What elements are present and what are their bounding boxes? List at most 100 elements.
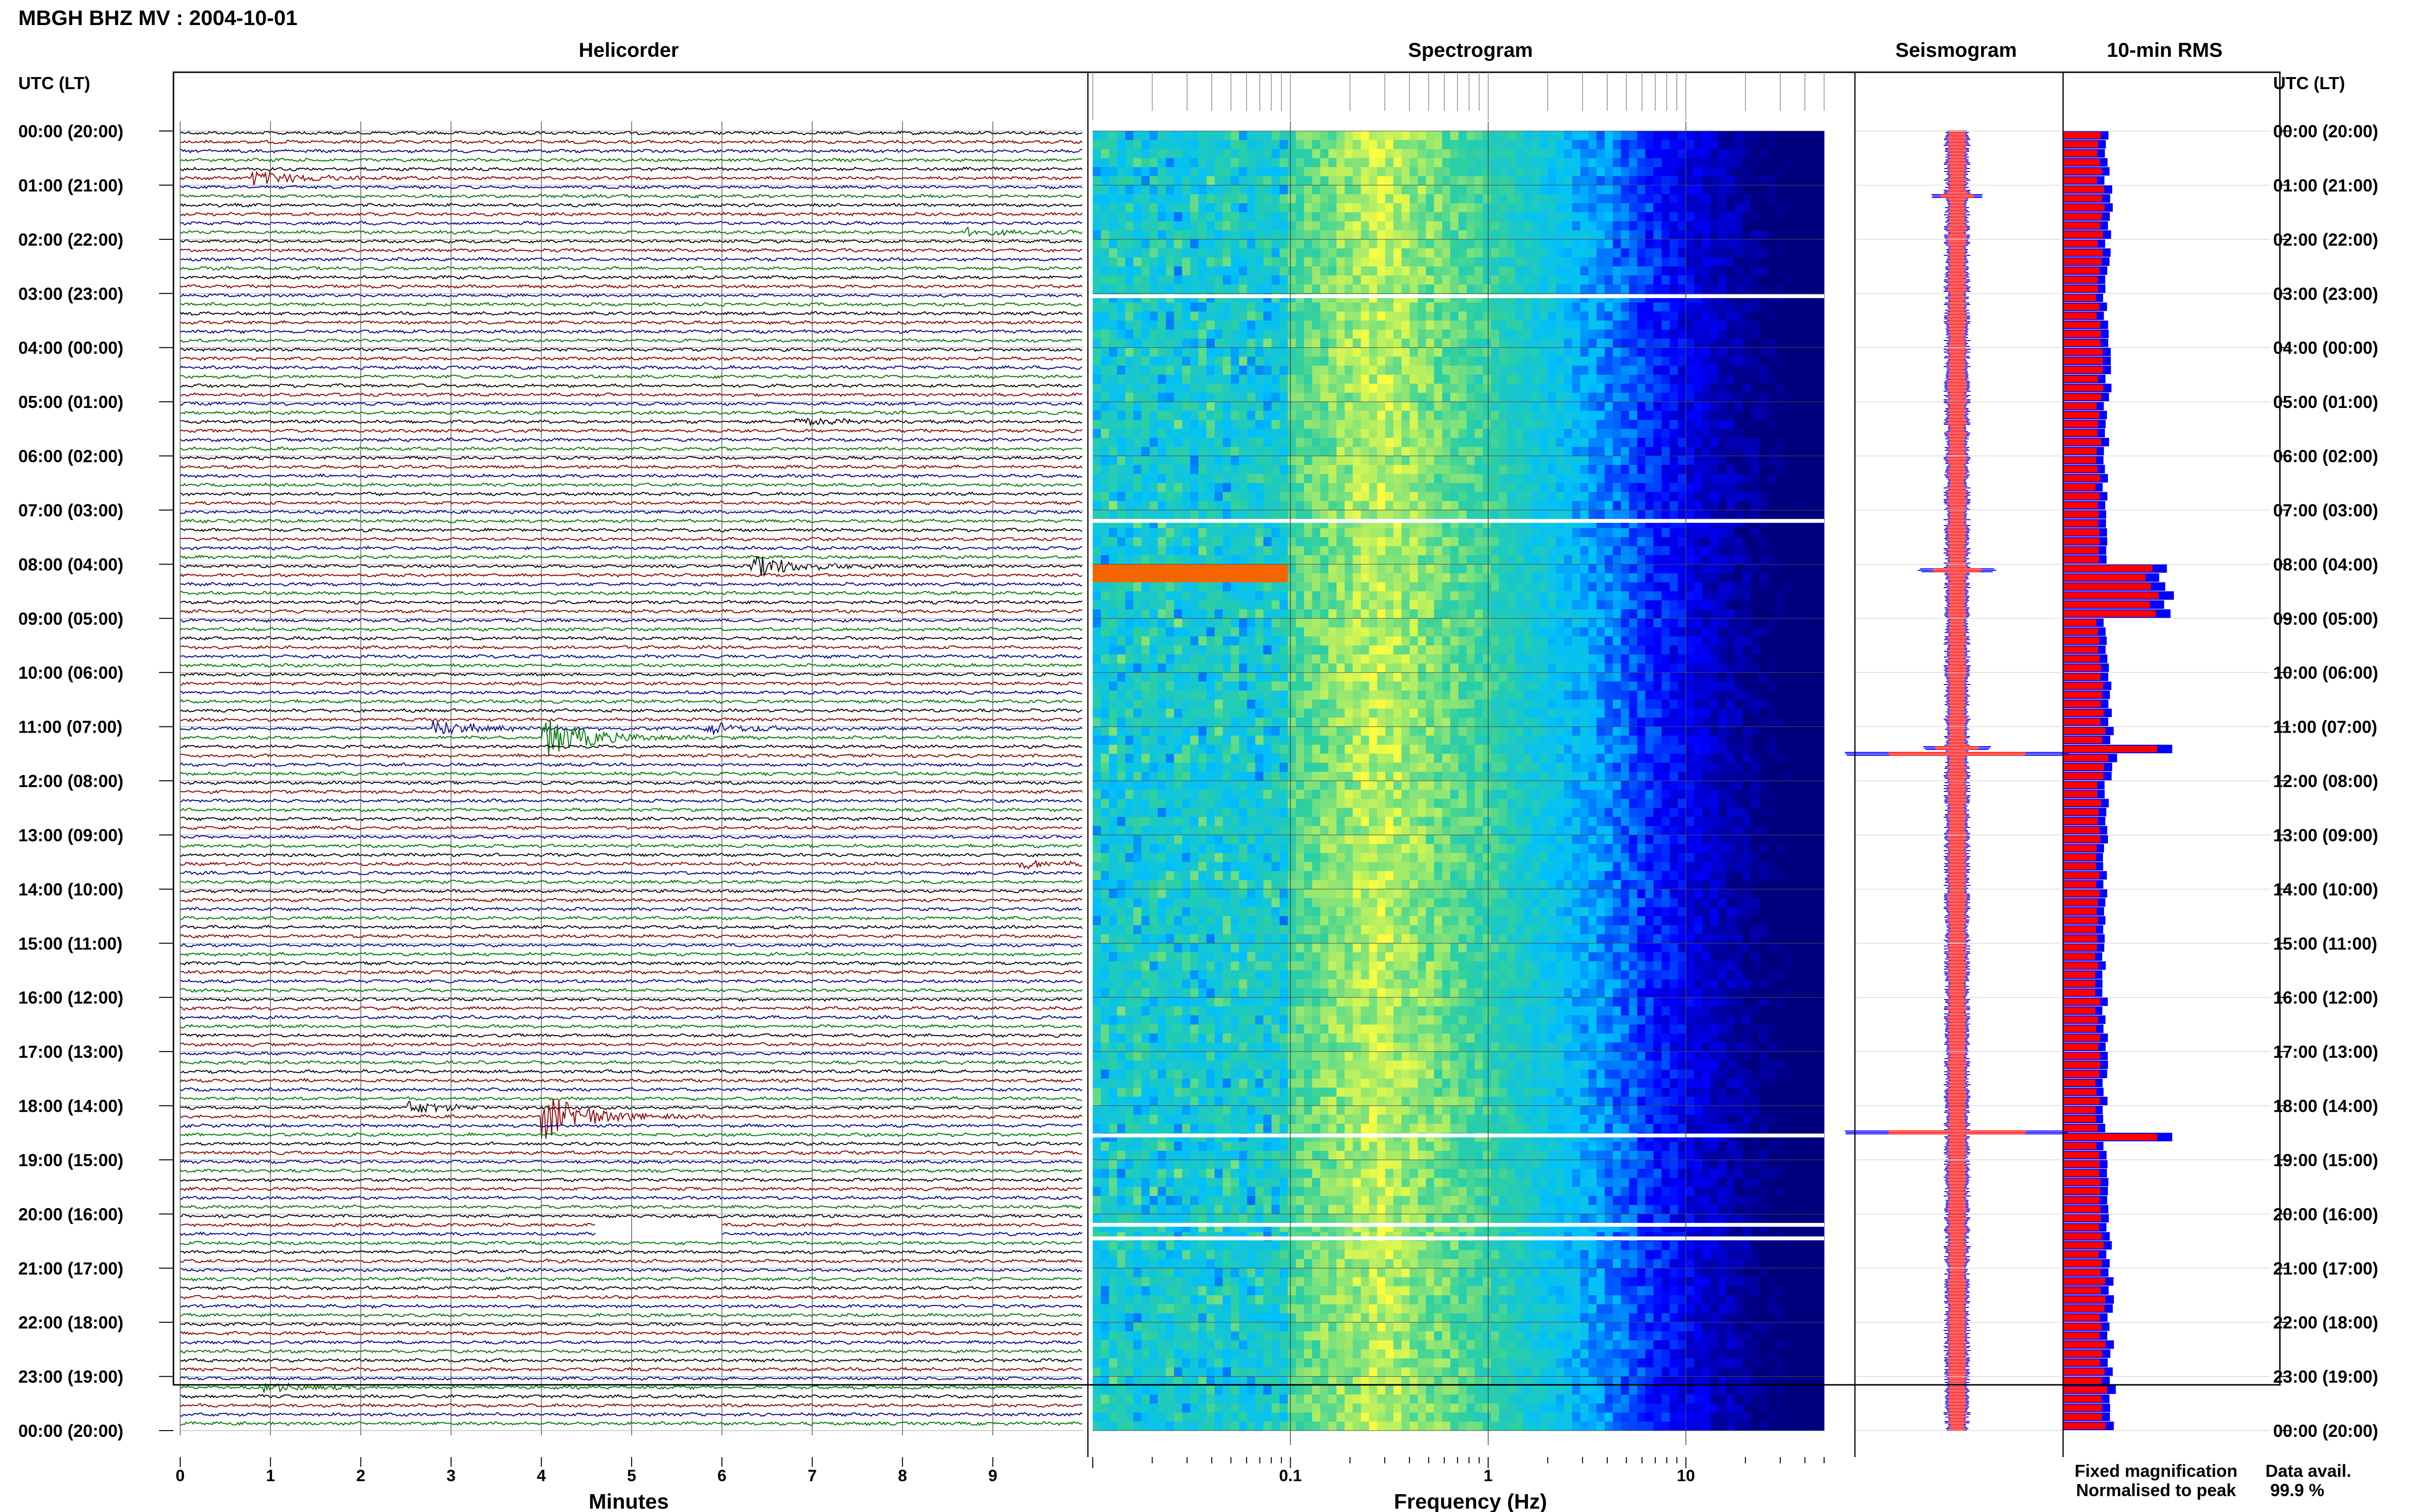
spectrogram-cell bbox=[1816, 185, 1825, 195]
spectrogram-cell bbox=[1556, 483, 1564, 492]
spectrogram-cell bbox=[1100, 429, 1110, 438]
spectrogram-cell bbox=[1304, 483, 1312, 492]
spectrogram-cell bbox=[1133, 528, 1142, 538]
spectrogram-cell bbox=[1133, 537, 1142, 547]
spectrogram-cell bbox=[1718, 311, 1727, 321]
spectrogram-cell bbox=[1279, 537, 1288, 547]
spectrogram-cell bbox=[1150, 383, 1158, 393]
spectrogram-cell bbox=[1767, 185, 1776, 195]
spectrogram-cell bbox=[1564, 311, 1573, 321]
spectrogram-cell bbox=[1417, 582, 1427, 592]
spectrogram-cell bbox=[1726, 374, 1735, 384]
spectrogram-cell bbox=[1442, 158, 1451, 168]
spectrogram-cell bbox=[1215, 338, 1223, 348]
spectrogram-cell bbox=[1133, 302, 1142, 312]
spectrogram-cell bbox=[1499, 257, 1508, 267]
spectrogram-cell bbox=[1434, 320, 1443, 330]
spectrogram-cell bbox=[1190, 564, 1199, 574]
spectrogram-cell bbox=[1458, 239, 1467, 249]
spectrogram-cell bbox=[1141, 537, 1150, 547]
spectrogram-cell bbox=[1231, 420, 1240, 429]
spectrogram-cell bbox=[1296, 510, 1305, 520]
spectrogram-cell bbox=[1686, 149, 1694, 158]
spectrogram-cell bbox=[1157, 221, 1166, 231]
spectrogram-cell bbox=[1474, 302, 1483, 312]
spectrogram-cell bbox=[1141, 483, 1150, 492]
spectrogram-cell bbox=[1100, 311, 1110, 321]
spectrogram-cell bbox=[1296, 167, 1305, 177]
spectrogram-cell bbox=[1263, 284, 1272, 294]
spectrogram-cell bbox=[1393, 140, 1402, 149]
spectrogram-cell bbox=[1352, 212, 1362, 222]
spectrogram-cell bbox=[1800, 212, 1808, 222]
spectrogram-cell bbox=[1190, 221, 1199, 231]
spectrogram-cell bbox=[1393, 356, 1402, 366]
spectrogram-cell bbox=[1621, 221, 1629, 231]
spectrogram-cell bbox=[1190, 555, 1199, 565]
spectrogram-cell bbox=[1474, 374, 1483, 384]
spectrogram-cell bbox=[1279, 131, 1288, 141]
spectrogram-cell bbox=[1377, 366, 1386, 375]
helicorder-trace bbox=[180, 401, 1083, 407]
spectrogram-cell bbox=[1198, 609, 1207, 619]
spectrogram-cell bbox=[1791, 158, 1800, 168]
spectrogram-cell bbox=[1507, 582, 1516, 592]
spectrogram-cell bbox=[1125, 248, 1134, 258]
spectrogram-cell bbox=[1393, 185, 1402, 195]
spectrogram-cell bbox=[1718, 474, 1727, 484]
spectrogram-cell bbox=[1808, 546, 1816, 556]
spectrogram-cell bbox=[1751, 221, 1760, 231]
spectrogram-cell bbox=[1150, 609, 1158, 619]
spectrogram-cell bbox=[1337, 140, 1345, 149]
spectrogram-cell bbox=[1279, 203, 1288, 213]
spectrogram-cell bbox=[1157, 393, 1166, 402]
spectrogram-cell bbox=[1710, 203, 1719, 213]
spectrogram-cell bbox=[1271, 149, 1280, 158]
spectrogram-cell bbox=[1409, 185, 1418, 195]
spectrogram-cell bbox=[1726, 483, 1735, 492]
spectrogram-cell bbox=[1393, 501, 1402, 511]
spectrogram-cell bbox=[1686, 275, 1694, 285]
spectrogram-cell bbox=[1482, 311, 1492, 321]
spectrogram-cell bbox=[1182, 329, 1191, 339]
spectrogram-cell bbox=[1491, 546, 1499, 556]
spectrogram-cell bbox=[1255, 311, 1264, 321]
spectrogram-cell bbox=[1499, 266, 1508, 276]
spectrogram-cell bbox=[1548, 600, 1556, 610]
helicorder-trace bbox=[180, 1177, 1083, 1183]
spectrogram-cell bbox=[1263, 546, 1272, 556]
spectrogram-cell bbox=[1150, 239, 1158, 249]
spectrogram-cell bbox=[1580, 176, 1589, 185]
spectrogram-cell bbox=[1344, 230, 1353, 240]
spectrogram-cell bbox=[1531, 302, 1540, 312]
spectrogram-cell bbox=[1556, 239, 1564, 249]
spectrogram-cell bbox=[1686, 609, 1694, 619]
spectrogram-cell bbox=[1621, 410, 1629, 421]
spectrogram-cell bbox=[1645, 393, 1654, 402]
spectrogram-cell bbox=[1263, 528, 1272, 538]
spectrogram-cell bbox=[1198, 149, 1207, 158]
spectrogram-cell bbox=[1580, 501, 1589, 511]
spectrogram-cell bbox=[1215, 374, 1223, 384]
spectrogram-cell bbox=[1653, 257, 1662, 267]
spectrogram-cell bbox=[1637, 338, 1646, 348]
spectrogram-cell bbox=[1548, 248, 1556, 258]
helicorder-trace bbox=[180, 158, 1083, 163]
spectrogram-cell bbox=[1458, 546, 1467, 556]
spectrogram-cell bbox=[1385, 203, 1394, 213]
spectrogram-cell bbox=[1141, 474, 1150, 484]
spectrogram-cell bbox=[1621, 564, 1629, 574]
spectrogram-cell bbox=[1458, 347, 1467, 357]
spectrogram-cell bbox=[1702, 185, 1711, 195]
spectrogram-cell bbox=[1352, 402, 1362, 411]
spectrogram-cell bbox=[1328, 221, 1337, 231]
spectrogram-cell bbox=[1751, 546, 1760, 556]
spectrogram-cell bbox=[1800, 564, 1808, 574]
spectrogram-cell bbox=[1743, 338, 1751, 348]
spectrogram-cell bbox=[1482, 257, 1492, 267]
spectrogram-cell bbox=[1726, 393, 1735, 402]
spectrogram-cell bbox=[1808, 564, 1816, 574]
spectrogram-cell bbox=[1621, 591, 1629, 601]
spectrogram-cell bbox=[1767, 465, 1776, 474]
spectrogram-cell bbox=[1117, 366, 1126, 375]
